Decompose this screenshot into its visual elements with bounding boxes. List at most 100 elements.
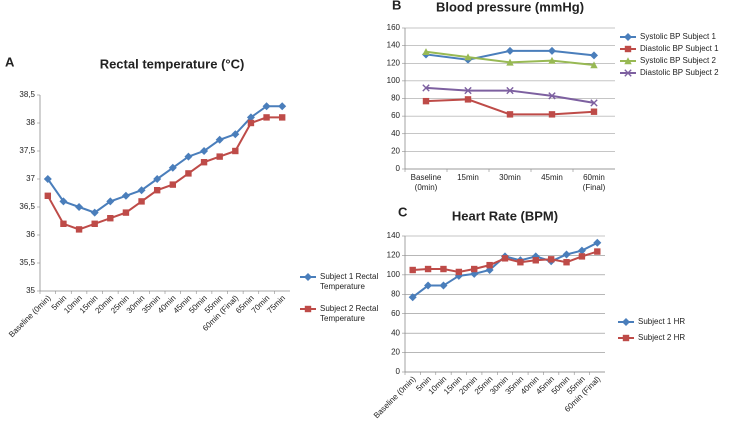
legend-label-box: Systolic BP Subject 2	[640, 56, 716, 65]
y-tick-label: 60	[391, 309, 400, 318]
point	[278, 102, 287, 111]
point	[439, 281, 448, 290]
point	[138, 198, 145, 205]
x-tick-label: Baseline (0min)	[7, 293, 53, 339]
point	[424, 265, 432, 273]
x-tick-label-box: 60min (Final)	[582, 173, 606, 192]
y-tick-label: 120	[387, 251, 401, 260]
point	[506, 46, 514, 55]
y-tick-label: 40	[391, 129, 400, 138]
point	[577, 246, 586, 255]
point	[231, 130, 240, 139]
point	[506, 58, 514, 66]
legend-label-box: Systolic BP Subject 1	[640, 32, 716, 41]
point	[200, 147, 209, 155]
point	[486, 261, 493, 269]
chart-title: Blood pressure (mmHg)	[436, 0, 584, 14]
point	[153, 187, 161, 194]
point	[90, 208, 99, 217]
point	[471, 265, 478, 273]
legend-marker	[622, 334, 630, 342]
legend-label: Diastolic BP Subject 2	[640, 68, 719, 77]
legend-label: Diastolic BP Subject 1	[640, 44, 719, 53]
point	[200, 159, 208, 166]
point	[122, 209, 130, 216]
point	[590, 99, 598, 107]
point	[590, 108, 598, 115]
point	[548, 92, 556, 100]
point	[593, 238, 602, 247]
y-tick-label: 35,5	[19, 258, 35, 267]
y-tick-label: 37,5	[19, 146, 35, 155]
y-tick-label: 60	[391, 111, 400, 120]
panel-label: B	[392, 0, 401, 12]
point	[262, 102, 271, 111]
point	[408, 293, 417, 302]
point	[169, 181, 177, 188]
point	[422, 84, 430, 92]
y-tick-label: 140	[387, 231, 401, 240]
y-tick-label: 38	[26, 118, 35, 127]
x-tick-label-box: Baseline (0min)	[411, 173, 442, 192]
point	[517, 259, 524, 266]
point	[464, 53, 472, 61]
point	[562, 250, 571, 259]
point	[44, 192, 52, 199]
point	[137, 186, 146, 195]
point	[563, 259, 570, 266]
point	[506, 86, 514, 95]
point	[263, 114, 270, 121]
point	[464, 86, 472, 95]
point	[594, 248, 601, 255]
point	[532, 257, 539, 264]
legend-label: Systolic BP Subject 1	[640, 32, 716, 41]
point	[424, 281, 433, 290]
y-tick-label: 35	[26, 286, 35, 295]
legend-marker	[622, 318, 630, 326]
y-tick-label: 36	[26, 230, 35, 239]
point	[43, 175, 52, 183]
series-line	[46, 105, 283, 214]
point	[422, 48, 430, 55]
point	[91, 220, 98, 227]
y-tick-label: 80	[391, 94, 400, 103]
point	[184, 152, 193, 161]
y-tick-label: 20	[391, 348, 400, 357]
y-tick-label: 100	[387, 270, 401, 279]
y-tick-label: 0	[396, 367, 401, 376]
chart-title: Heart Rate (BPM)	[452, 208, 558, 223]
point	[548, 56, 556, 64]
point	[455, 268, 463, 276]
legend-label-box: Diastolic BP Subject 1	[640, 44, 719, 53]
legend-marker	[304, 305, 312, 313]
x-tick-label-box: 45min	[541, 173, 563, 182]
legend-label-box: Subject 1 HR	[638, 317, 685, 326]
point	[232, 147, 239, 155]
point	[548, 111, 556, 118]
point	[215, 135, 224, 144]
point	[409, 266, 416, 274]
x-tick-label: 45min	[541, 173, 563, 182]
panel-label: A	[5, 54, 15, 69]
point	[247, 119, 255, 127]
point	[506, 111, 514, 118]
y-tick-label: 80	[391, 289, 400, 298]
point	[60, 220, 67, 227]
legend-marker	[624, 33, 632, 41]
point	[590, 61, 598, 69]
x-tick-label: 15min	[457, 173, 479, 182]
point	[153, 175, 162, 183]
legend-label: Subject 1 Rectal Temperature	[320, 272, 379, 291]
point	[246, 113, 255, 122]
chart-title: Rectal temperature (°C)	[100, 56, 245, 71]
legend-marker	[624, 69, 632, 77]
point	[464, 96, 472, 103]
point	[75, 226, 83, 233]
legend-label-box: Diastolic BP Subject 2	[640, 68, 719, 77]
y-tick-label: 140	[387, 41, 401, 50]
legend-marker	[624, 45, 632, 53]
legend-label: Systolic BP Subject 2	[640, 56, 716, 65]
x-tick-label: 60min (Final)	[582, 173, 606, 192]
